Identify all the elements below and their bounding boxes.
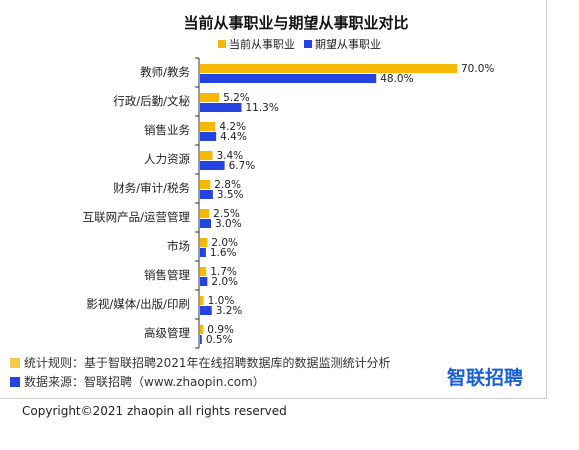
category-label: 教师/教务 [140, 65, 190, 79]
chart-legend: 当前从事职业 期望从事职业 [218, 37, 381, 51]
value-label: 1.6% [210, 247, 237, 259]
zhaopin-logo: 智联招聘 [447, 367, 524, 389]
value-label: 11.3% [245, 102, 278, 114]
value-label: 1.0% [208, 295, 235, 307]
value-label: 48.0% [380, 73, 413, 85]
value-label: 4.2% [219, 121, 246, 133]
bar-current [200, 296, 204, 305]
bar-expected [200, 277, 208, 286]
bar-expected [200, 306, 212, 315]
value-label: 4.4% [220, 131, 247, 143]
bars [200, 64, 457, 344]
bar-current [200, 238, 208, 247]
bar-expected [200, 103, 242, 112]
frame-bottom-line [0, 398, 547, 399]
footnote-rule: 统计规则：基于智联招聘2021年在线招聘数据库的数据监测统计分析 [10, 354, 391, 371]
bar-current [200, 93, 220, 102]
value-labels: 70.0%48.0%5.2%11.3%4.2%4.4%3.4%6.7%2.8%3… [206, 63, 495, 346]
value-label: 2.5% [213, 208, 240, 220]
value-label: 6.7% [229, 160, 256, 172]
footnote-source-text: 数据来源：智联招聘（www.zhaopin.com） [24, 375, 265, 389]
category-label: 互联网产品/运营管理 [83, 210, 191, 224]
bar-current [200, 209, 210, 218]
footnote-source-swatch [10, 376, 20, 387]
bar-current [200, 180, 211, 189]
bar-current [200, 64, 457, 73]
footnote-rule-swatch [10, 357, 20, 368]
category-label: 销售管理 [144, 268, 190, 282]
legend-swatch-2 [304, 40, 312, 48]
value-label: 3.4% [216, 150, 243, 162]
legend-swatch-1 [218, 40, 226, 48]
bar-current [200, 122, 216, 131]
category-label: 人力资源 [144, 152, 190, 166]
bar-current [200, 267, 207, 276]
footnote-source: 数据来源：智联招聘（www.zhaopin.com） [10, 373, 265, 390]
bar-expected [200, 132, 217, 141]
bar-current [200, 325, 204, 334]
value-label: 3.5% [217, 189, 244, 201]
bar-expected [200, 219, 212, 228]
category-label: 高级管理 [144, 326, 190, 340]
frame-right-line [546, 0, 547, 398]
bar-expected [200, 335, 202, 344]
category-label: 影视/媒体/出版/印刷 [86, 297, 190, 311]
category-ticks [195, 57, 199, 349]
value-label: 70.0% [461, 63, 494, 75]
legend-label-2: 期望从事职业 [315, 38, 381, 51]
value-label: 5.2% [223, 92, 250, 104]
category-label: 行政/后勤/文秘 [113, 94, 190, 108]
value-label: 0.5% [206, 334, 233, 346]
legend-label-1: 当前从事职业 [229, 37, 295, 51]
value-label: 0.9% [207, 324, 234, 336]
bar-chart: 当前从事职业与期望从事职业对比 当前从事职业 期望从事职业 教师/教务行政/后勤/… [83, 14, 495, 349]
value-label: 3.0% [215, 218, 242, 230]
copyright-text: Copyright©2021 zhaopin all rights reserv… [22, 404, 287, 418]
bar-current [200, 151, 213, 160]
value-label: 2.0% [211, 276, 238, 288]
category-label: 销售业务 [144, 123, 190, 137]
value-label: 3.2% [216, 305, 243, 317]
category-label: 财务/审计/税务 [113, 181, 190, 195]
bar-expected [200, 161, 225, 170]
value-label: 2.8% [214, 179, 241, 191]
bar-expected [200, 248, 206, 257]
category-labels: 教师/教务行政/后勤/文秘销售业务人力资源财务/审计/税务互联网产品/运营管理市… [83, 65, 191, 340]
bar-expected [200, 74, 377, 83]
value-label: 1.7% [210, 266, 237, 278]
category-label: 市场 [167, 239, 190, 253]
bar-expected [200, 190, 213, 199]
chart-title: 当前从事职业与期望从事职业对比 [183, 14, 408, 32]
footnote-rule-text: 统计规则：基于智联招聘2021年在线招聘数据库的数据监测统计分析 [24, 356, 391, 370]
value-label: 2.0% [211, 237, 238, 249]
